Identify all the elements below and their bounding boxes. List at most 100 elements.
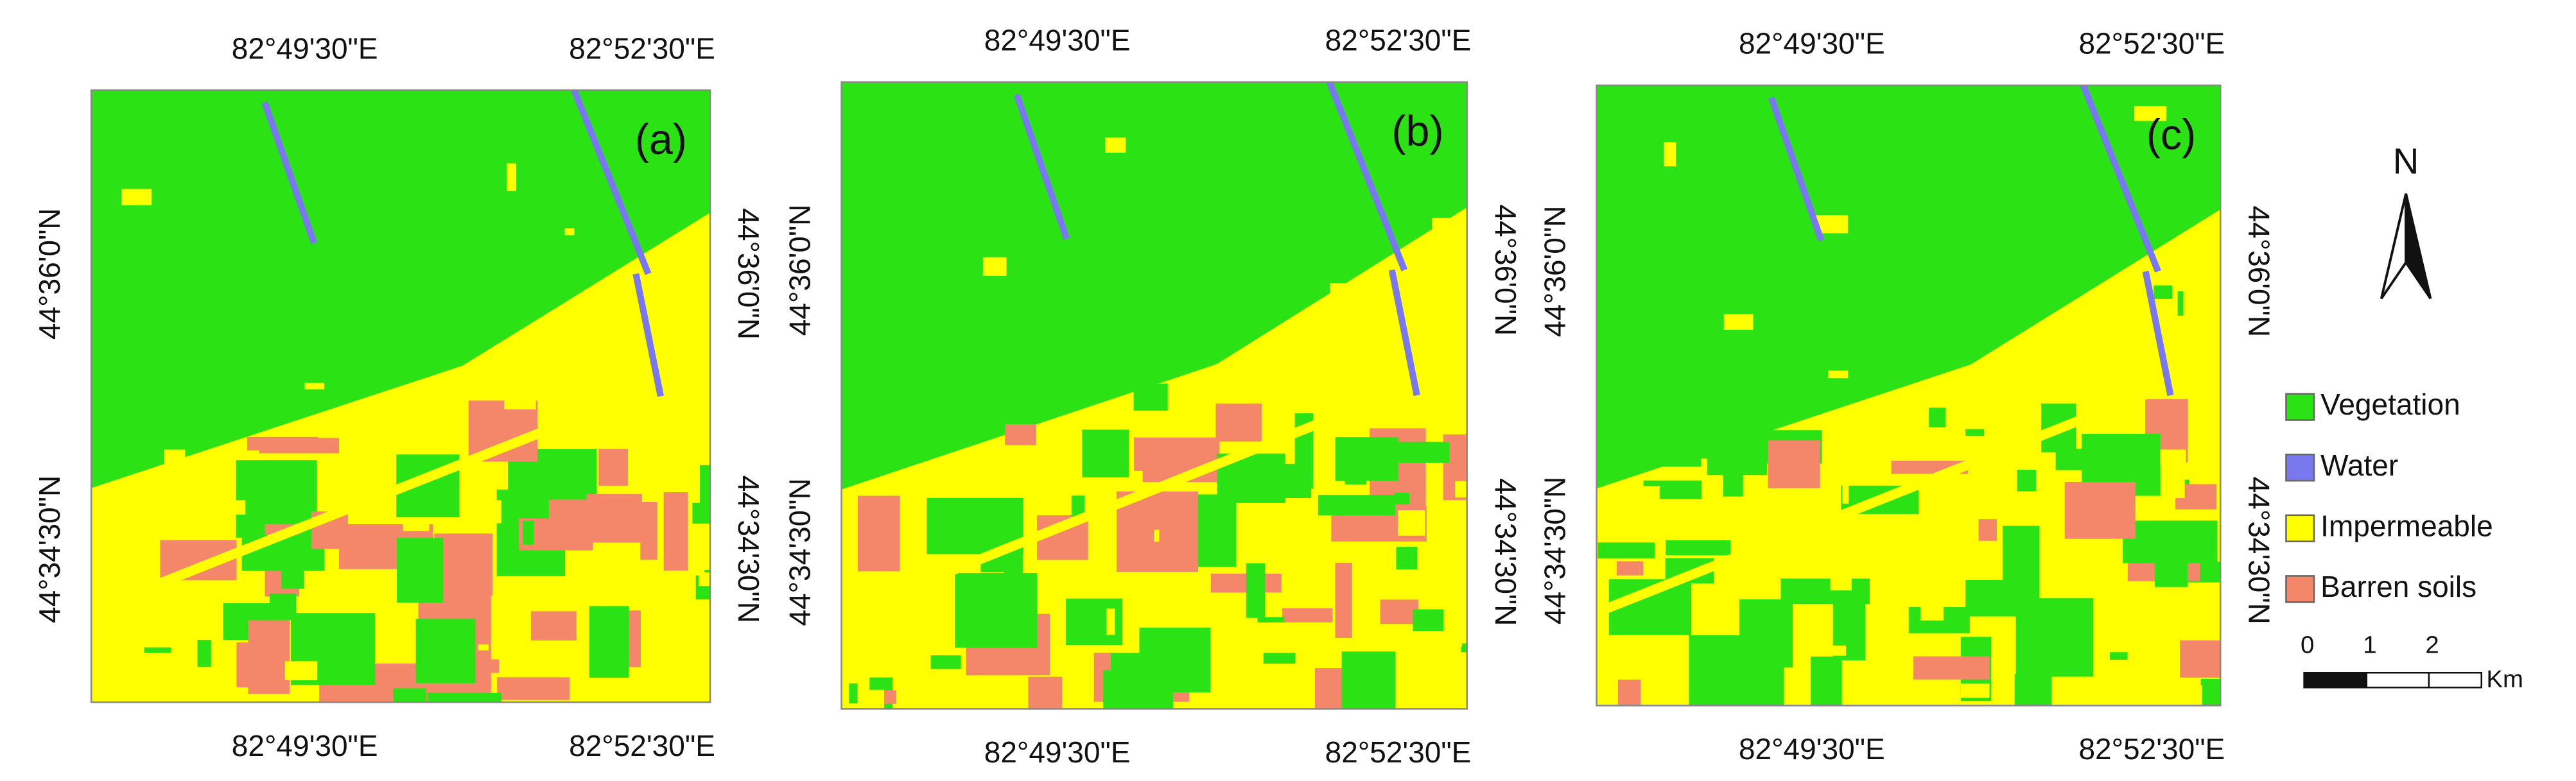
land-cover-patch bbox=[393, 688, 426, 703]
land-cover-patch bbox=[269, 593, 297, 621]
land-cover-patch bbox=[1335, 562, 1352, 639]
land-cover-patch bbox=[982, 257, 1007, 276]
scale-segment bbox=[2428, 671, 2483, 689]
land-cover-patch bbox=[1380, 599, 1418, 624]
legend-swatch bbox=[2285, 453, 2315, 482]
land-cover-patch bbox=[1318, 495, 1396, 515]
land-cover-patch bbox=[118, 697, 147, 703]
land-cover-patch bbox=[2130, 366, 2155, 388]
land-cover-patch bbox=[1335, 437, 1398, 481]
land-cover-patch bbox=[1929, 408, 1946, 428]
land-cover-patch bbox=[284, 661, 318, 681]
land-cover-patch bbox=[1413, 609, 1444, 631]
north-arrow-right bbox=[2405, 193, 2432, 300]
land-cover-patch bbox=[955, 573, 1038, 648]
land-cover-patch bbox=[1246, 563, 1266, 618]
land-cover-patch bbox=[2064, 482, 2136, 539]
land-cover-patch bbox=[1394, 492, 1410, 504]
land-cover-patch bbox=[1825, 645, 1846, 656]
land-cover-patch bbox=[1139, 628, 1211, 692]
legend: Vegetation Water Impermeable Barren soils bbox=[2285, 388, 2493, 603]
land-cover-patch bbox=[564, 228, 575, 236]
land-cover-patch bbox=[1666, 540, 1731, 556]
land-cover-patch bbox=[1103, 670, 1126, 709]
land-cover-patch bbox=[304, 382, 324, 390]
land-cover-patch bbox=[403, 694, 458, 703]
land-cover-patch bbox=[2085, 572, 2092, 590]
land-cover-patch bbox=[930, 655, 961, 669]
land-cover-patch bbox=[1215, 403, 1262, 442]
longitude-label: 82°52'30"E bbox=[2078, 732, 2225, 766]
land-cover-patch bbox=[91, 90, 711, 488]
water-feature bbox=[2142, 270, 2174, 397]
land-cover-patch bbox=[1239, 525, 1266, 535]
land-cover-patch bbox=[841, 359, 1467, 620]
map-panel bbox=[1596, 85, 2221, 706]
legend-label: Water bbox=[2320, 449, 2398, 482]
legend-swatch bbox=[2285, 575, 2315, 603]
land-cover-patch bbox=[523, 520, 534, 545]
longitude-label: 82°49'30"E bbox=[984, 24, 1131, 57]
land-cover-patch bbox=[858, 689, 884, 709]
latitude-label: 44°34'30"N bbox=[732, 476, 765, 623]
land-cover-patch bbox=[1400, 645, 1427, 662]
land-cover-patch bbox=[1739, 659, 1757, 676]
legend-label: Impermeable bbox=[2320, 509, 2493, 542]
land-cover-patch bbox=[1768, 440, 1820, 488]
land-cover-patch bbox=[1224, 463, 1312, 498]
legend-swatch bbox=[2285, 514, 2315, 542]
latitude-label: 44°36'0"N bbox=[1538, 206, 1571, 338]
water-feature bbox=[1326, 82, 1408, 271]
land-cover-patch bbox=[1617, 561, 1644, 576]
land-cover-patch bbox=[1617, 679, 1641, 706]
map-panel bbox=[841, 82, 1467, 709]
land-cover-patch bbox=[248, 620, 290, 694]
land-cover-patch bbox=[1455, 481, 1467, 498]
land-cover-patch bbox=[598, 449, 629, 486]
latitude-label: 44°34'30"N bbox=[1538, 477, 1571, 624]
land-cover-patch bbox=[1446, 636, 1462, 647]
land-cover-patch bbox=[1154, 529, 1160, 542]
north-label: N bbox=[2393, 141, 2419, 182]
land-cover-patch bbox=[841, 82, 1467, 490]
land-cover-patch bbox=[1978, 519, 1997, 541]
land-cover-patch bbox=[1727, 689, 1738, 706]
land-cover-patch bbox=[1739, 599, 1793, 668]
land-cover-patch bbox=[504, 393, 536, 409]
water-feature bbox=[571, 90, 652, 275]
land-cover-patch bbox=[397, 538, 444, 603]
land-cover-patch bbox=[121, 189, 152, 205]
water-feature bbox=[632, 273, 664, 397]
panel-label: (b) bbox=[1391, 108, 1443, 155]
water-feature bbox=[1388, 269, 1420, 397]
latitude-label: 44°36'0"N bbox=[2242, 206, 2276, 338]
land-cover-patch bbox=[663, 492, 688, 571]
land-cover-patch bbox=[640, 214, 649, 224]
land-cover-patch bbox=[1687, 437, 1711, 459]
land-cover-patch bbox=[1965, 429, 1985, 436]
land-cover-patch bbox=[2180, 640, 2221, 678]
water-feature bbox=[2080, 85, 2161, 273]
land-cover-patch bbox=[478, 644, 489, 651]
map-panel bbox=[91, 90, 711, 703]
land-cover-patch bbox=[1965, 567, 1978, 579]
land-cover-patch bbox=[281, 569, 304, 589]
land-cover-patch bbox=[2109, 652, 2128, 660]
land-cover-patch bbox=[1596, 85, 2221, 489]
panel-label: (a) bbox=[635, 116, 687, 164]
land-cover-patch bbox=[2017, 470, 2036, 492]
map-frame bbox=[1596, 84, 2222, 707]
map-frame bbox=[840, 81, 1468, 710]
land-cover-patch bbox=[197, 640, 211, 667]
land-cover-patch bbox=[671, 687, 677, 702]
land-cover-patch bbox=[964, 300, 996, 314]
land-cover-patch bbox=[1828, 370, 1849, 379]
land-cover-patch bbox=[1133, 383, 1168, 411]
land-cover-patch bbox=[1707, 431, 1768, 476]
land-cover-patch bbox=[434, 533, 493, 596]
land-cover-patch bbox=[1372, 149, 1397, 176]
land-cover-patch bbox=[2200, 678, 2221, 685]
water-feature bbox=[261, 101, 317, 245]
land-cover-patch bbox=[415, 619, 476, 683]
land-cover-patch bbox=[1723, 314, 1754, 330]
